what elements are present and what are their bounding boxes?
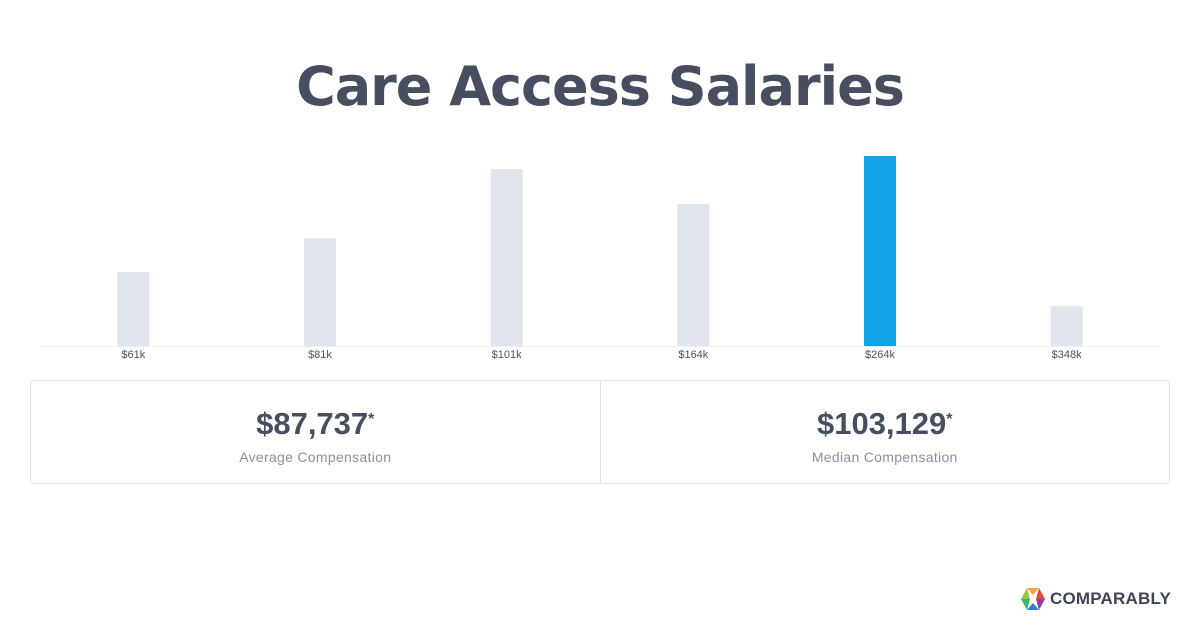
average-compensation-value: $87,737* [31,405,600,443]
tick-label-164k: $164k [678,349,708,361]
tick-label-61k: $61k [121,349,145,361]
compensation-summary: $87,737* Average Compensation $103,129* … [30,380,1170,484]
median-compensation-label: Median Compensation [811,449,958,465]
tick-label-101k: $101k [492,349,522,361]
average-value-text: $87,737 [256,406,369,441]
bar-101k[interactable] [490,169,523,346]
median-value-text: $103,129 [816,406,947,441]
median-compensation-value: $103,129* [601,405,1170,443]
page-title: Care Access Salaries [296,55,905,118]
comparably-brand[interactable]: COMPARABLY [1020,587,1171,611]
tick-label-348k: $348k [1052,349,1082,361]
salary-bar-chart: $61k $81k $101k $164k $264k $348k [40,156,1160,361]
bar-81k[interactable] [304,238,336,346]
median-footnote-star: * [946,411,953,428]
average-compensation-label: Average Compensation [239,449,392,465]
bar-264k[interactable] [864,156,896,346]
average-compensation: $87,737* Average Compensation [31,381,600,483]
bar-348k[interactable] [1050,306,1083,346]
brand-name: COMPARABLY [1050,589,1172,608]
tick-label-264k: $264k [865,349,895,361]
bar-61k[interactable] [117,272,150,346]
median-compensation: $103,129* Median Compensation [599,381,1170,483]
average-footnote-star: * [368,411,375,428]
tick-label-81k: $81k [308,349,332,361]
bar-164k[interactable] [677,204,710,346]
comparably-logo-icon [1021,588,1045,610]
